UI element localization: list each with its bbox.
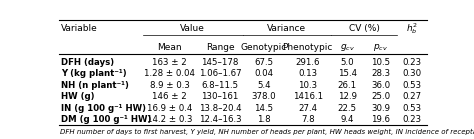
Text: 9.4: 9.4 (340, 115, 354, 124)
Text: Phenotypic: Phenotypic (283, 43, 333, 52)
Text: Y (kg plant⁻¹): Y (kg plant⁻¹) (61, 69, 127, 78)
Text: Genotypic: Genotypic (241, 43, 287, 52)
Text: 1.8: 1.8 (257, 115, 271, 124)
Text: 146 ± 2: 146 ± 2 (153, 92, 187, 101)
Text: Variable: Variable (61, 24, 98, 33)
Text: 291.6: 291.6 (295, 58, 320, 67)
Text: NH (n plant⁻¹): NH (n plant⁻¹) (61, 81, 128, 90)
Text: 14.2 ± 0.3: 14.2 ± 0.3 (147, 115, 192, 124)
Text: CV (%): CV (%) (348, 24, 379, 33)
Text: $p_{cv}$: $p_{cv}$ (373, 42, 388, 53)
Text: $h^2_b$: $h^2_b$ (406, 22, 418, 36)
Text: Mean: Mean (157, 43, 182, 52)
Text: 1416.1: 1416.1 (292, 92, 323, 101)
Text: 10.5: 10.5 (371, 58, 390, 67)
Text: 0.27: 0.27 (402, 92, 421, 101)
Text: 8.9 ± 0.3: 8.9 ± 0.3 (150, 81, 190, 90)
Text: 0.30: 0.30 (402, 69, 421, 78)
Text: 19.6: 19.6 (371, 115, 390, 124)
Text: 0.04: 0.04 (254, 69, 273, 78)
Text: 25.0: 25.0 (371, 92, 390, 101)
Text: DM (g 100 g⁻¹ HW): DM (g 100 g⁻¹ HW) (61, 115, 151, 124)
Text: 26.1: 26.1 (337, 81, 357, 90)
Text: 10.3: 10.3 (298, 81, 317, 90)
Text: 0.23: 0.23 (402, 58, 421, 67)
Text: 30.9: 30.9 (371, 104, 390, 113)
Text: 145–178: 145–178 (201, 58, 238, 67)
Text: 28.3: 28.3 (371, 69, 390, 78)
Text: 378.0: 378.0 (252, 92, 276, 101)
Text: IN (g 100 g⁻¹ HW): IN (g 100 g⁻¹ HW) (61, 104, 146, 113)
Text: 16.9 ± 0.4: 16.9 ± 0.4 (147, 104, 192, 113)
Text: Range: Range (206, 43, 234, 52)
Text: 0.53: 0.53 (402, 81, 421, 90)
Text: HW (g): HW (g) (61, 92, 94, 101)
Text: 5.4: 5.4 (257, 81, 271, 90)
Text: DFH (days): DFH (days) (61, 58, 114, 67)
Text: DFH number of days to first harvest, Y yield, NH number of heads per plant, HW h: DFH number of days to first harvest, Y y… (60, 129, 474, 135)
Text: 12.9: 12.9 (338, 92, 357, 101)
Text: 5.0: 5.0 (340, 58, 354, 67)
Text: Variance: Variance (267, 24, 306, 33)
Text: 1.06–1.67: 1.06–1.67 (199, 69, 241, 78)
Text: 130–161: 130–161 (201, 92, 238, 101)
Text: 22.5: 22.5 (337, 104, 357, 113)
Text: 13.8–20.4: 13.8–20.4 (199, 104, 241, 113)
Text: Value: Value (181, 24, 205, 33)
Text: 0.53: 0.53 (402, 104, 421, 113)
Text: $g_{cv}$: $g_{cv}$ (340, 42, 355, 53)
Text: 15.4: 15.4 (337, 69, 357, 78)
Text: 27.4: 27.4 (298, 104, 317, 113)
Text: 7.8: 7.8 (301, 115, 314, 124)
Text: 6.8–11.5: 6.8–11.5 (201, 81, 238, 90)
Text: 36.0: 36.0 (371, 81, 390, 90)
Text: 12.4–16.3: 12.4–16.3 (199, 115, 241, 124)
Text: 0.13: 0.13 (298, 69, 317, 78)
Text: 163 ± 2: 163 ± 2 (153, 58, 187, 67)
Text: 0.23: 0.23 (402, 115, 421, 124)
Text: 1.28 ± 0.04: 1.28 ± 0.04 (145, 69, 195, 78)
Text: 14.5: 14.5 (254, 104, 273, 113)
Text: 67.5: 67.5 (254, 58, 273, 67)
